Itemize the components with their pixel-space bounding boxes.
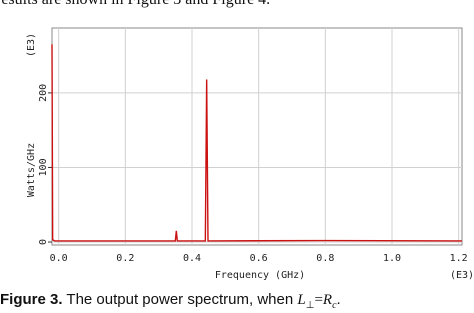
x-tick-label: 0.8 — [316, 253, 334, 264]
y-unit: (E3) — [26, 33, 37, 57]
x-tick-label: 1.2 — [450, 253, 468, 264]
plot-frame — [51, 27, 463, 246]
y-axis-title: Watts/GHz — [26, 143, 37, 197]
x-tick-label: 0.4 — [183, 253, 201, 264]
formula: L — [296, 292, 305, 308]
formula: R — [322, 292, 332, 308]
formula: c — [332, 300, 337, 311]
caption: Figure 3. The output power spectrum, whe… — [0, 291, 341, 311]
x-tick-label: 0.6 — [250, 253, 268, 264]
formula: = — [314, 292, 322, 308]
x-tick-label: 0.0 — [50, 253, 68, 264]
x-tick-label: 1.0 — [383, 253, 401, 264]
formula: . — [337, 291, 341, 308]
y-tick-label: 200 — [38, 84, 49, 102]
y-tick-label: 0 — [38, 239, 49, 245]
header-text: results are shown in Figure 3 and Figure… — [0, 0, 270, 8]
caption-text: The output power spectrum, when — [63, 291, 298, 308]
y-tick-label: 100 — [38, 158, 49, 176]
x-tick-label: 0.2 — [116, 253, 134, 264]
spectrum-line — [51, 44, 463, 242]
x-axis-title: Frequency (GHz) — [215, 270, 305, 281]
x-unit: (E3) — [450, 270, 474, 281]
formula: ⊥ — [306, 300, 315, 311]
caption-label: Figure 3. — [0, 291, 63, 308]
